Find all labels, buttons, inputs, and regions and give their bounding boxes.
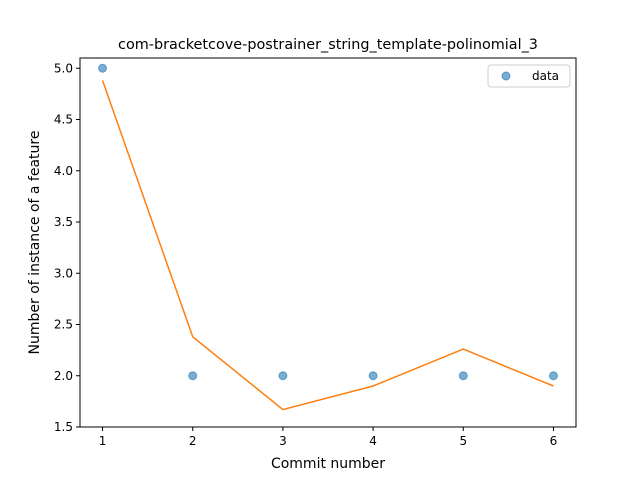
data-point [368,371,378,381]
y-tick-label: 2.0 [54,369,73,383]
y-tick-label: 3.5 [54,215,73,229]
data-point [278,371,288,381]
y-axis-label: Number of instance of a feature [27,131,43,355]
legend-label: data [532,69,559,83]
x-axis-label: Commit number [271,456,385,472]
y-tick-label: 4.0 [54,164,73,178]
legend-marker [501,71,511,81]
y-tick-label: 4.5 [54,113,73,127]
data-point [98,63,108,73]
data-point [548,371,558,381]
data-point [188,371,198,381]
y-tick-label: 1.5 [54,420,73,434]
y-tick-label: 5.0 [54,61,73,75]
chart-title: com-bracketcove-postrainer_string_templa… [118,37,538,53]
x-tick-label: 4 [369,434,377,448]
y-tick-label: 3.0 [54,266,73,280]
x-tick-label: 2 [189,434,197,448]
legend-box [487,64,571,88]
data-point [458,371,468,381]
x-tick-label: 1 [99,434,107,448]
x-tick-label: 3 [279,434,287,448]
legend: data [487,64,571,88]
x-tick-label: 6 [550,434,558,448]
y-tick-label: 2.5 [54,318,73,332]
fit-line [101,80,554,411]
plot-frame [79,57,577,428]
x-tick-label: 5 [459,434,467,448]
